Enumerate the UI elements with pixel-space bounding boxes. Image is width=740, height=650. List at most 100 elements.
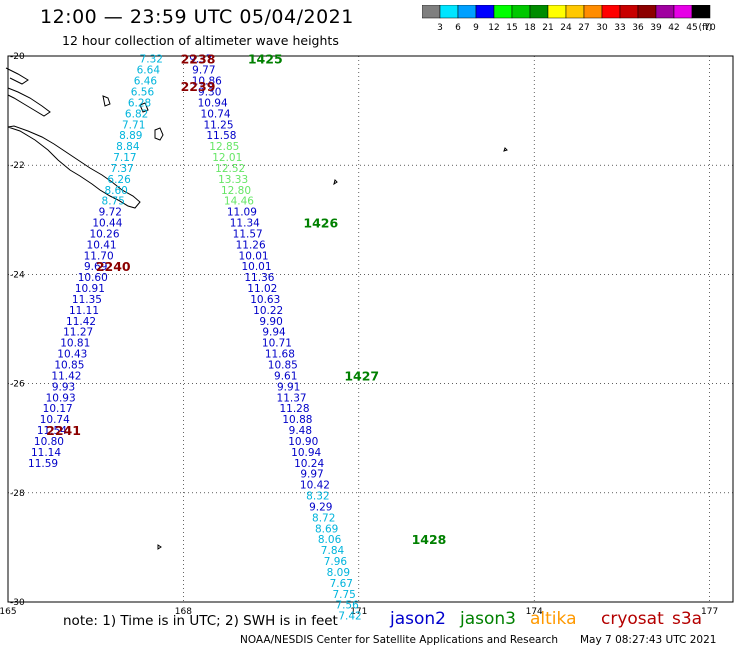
swh-point-east: 7.96 [324,556,348,568]
swh-point-east: 13.33 [218,174,248,186]
swh-point-west: 10.26 [89,228,119,240]
legend-unit: (ft) [698,23,712,33]
legend-swatch [691,5,711,19]
swh-point-east: 12.01 [212,152,242,164]
lat-tick-label: -24 [10,270,25,280]
swh-point-west: 11.70 [84,250,114,262]
swh-point-east: 9.37 [189,54,212,66]
swh-point-west: 8.89 [119,130,142,142]
legend-label: 30 [596,23,608,33]
lon-tick-label: 177 [701,607,718,617]
swh-point-east: 8.32 [306,491,329,503]
legend-label: 15 [506,23,517,33]
swh-point-east: 10.94 [198,97,228,109]
swh-point-west: 11.59 [28,458,58,470]
swh-point-east: 9.29 [309,501,332,513]
swh-point-east: 9.91 [277,381,300,393]
swh-point-west: 6.56 [131,86,155,98]
map-frame [7,55,734,603]
swh-point-east: 11.57 [233,228,263,240]
legend-label: 9 [473,23,479,33]
swh-point-west: 11.42 [66,316,96,328]
swh-point-east: 11.58 [206,130,236,142]
legend-label: 27 [578,23,589,33]
swh-point-east: 10.01 [239,250,269,262]
swh-point-east: 7.42 [338,611,361,623]
lon-tick-label: 165 [0,607,17,617]
swh-point-west: 11.14 [31,447,61,459]
swh-point-east: 10.74 [201,108,231,120]
swh-point-east: 11.09 [227,207,257,219]
swh-point-east: 8.09 [327,567,350,579]
coastline-north-islands [5,67,51,117]
legend-label: 3 [437,23,443,33]
color-legend: 3 6 9 12 15 18 21 24 27 30 33 36 39 42 45 70(ft) [422,5,716,33]
credit-line: NOAA/NESDIS Center for Satellite Applica… [240,634,558,646]
swh-point-east: 14.46 [224,196,254,208]
swh-point-east: 10.86 [192,76,222,88]
time-marker: 2239 [181,79,216,94]
time-marker: 1425 [248,52,283,67]
wave-height-track: 9.379.7710.869.3010.9410.7411.2511.5812.… [28,52,446,623]
swh-point-west: 6.28 [128,97,151,109]
swh-point-west: 10.93 [46,392,76,404]
legend-label: 6 [455,23,461,33]
legend-label: 39 [650,23,662,33]
swh-point-east: 9.97 [300,469,323,481]
lat-tick-label: -28 [10,489,25,499]
coastline-new-caledonia [5,67,508,550]
swh-point-east: 10.24 [294,458,324,470]
lat-tick-label: -26 [10,380,25,390]
swh-point-west: 11.42 [51,370,81,382]
swh-point-east: 9.94 [262,327,286,339]
swh-point-west: 6.82 [125,108,148,120]
legend-label: 33 [614,23,625,33]
axis-ticks: 165 168 171 174 177 -20 -22 -24 -26 -28 -30 [0,52,718,617]
swh-point-west: 7.37 [110,163,133,175]
chart-title: 12:00 — 23:59 UTC 05/04/2021 [40,6,354,28]
swh-point-west: 9.72 [99,207,122,219]
swh-point-east: 10.90 [288,436,318,448]
legend-label: 36 [632,23,644,33]
swh-point-west: 8.84 [116,141,140,153]
swh-point-east: 12.52 [215,163,245,175]
swh-point-east: 10.63 [250,294,280,306]
lat-tick-label: -20 [10,52,25,62]
swh-point-west: 11.54 [37,425,67,437]
swh-point-west: 10.60 [78,272,108,284]
legend-label: 21 [542,23,553,33]
swh-point-east: 12.85 [209,141,239,153]
swh-point-west: 11.27 [63,327,93,339]
swh-point-west: 10.17 [43,403,73,415]
swh-point-west: 8.75 [102,196,125,208]
swh-point-west: 7.17 [113,152,136,164]
legend-label: 70 [704,23,716,33]
swh-point-east: 11.26 [236,239,266,251]
lat-tick-label: -22 [10,161,25,171]
swh-point-east: 10.01 [241,261,271,273]
swh-point-east: 7.84 [321,545,345,557]
swh-point-east: 7.67 [330,578,353,590]
swh-point-east: 11.68 [265,349,295,361]
swh-point-east: 11.25 [203,119,233,131]
lon-tick-label: 174 [526,607,543,617]
time-marker: 2238 [181,52,216,67]
time-marker: 2240 [96,259,131,274]
legend-label: 42 [668,23,679,33]
swh-point-east: 11.37 [277,392,307,404]
swh-point-east: 10.22 [253,305,283,317]
swh-point-east: 12.80 [221,185,251,197]
chart-subtitle: 12 hour collection of altimeter wave hei… [62,33,339,48]
swh-point-west: 11.35 [72,294,102,306]
swh-point-west: 6.26 [107,174,131,186]
swh-point-west: 10.43 [57,349,87,361]
legend-label: 45 [686,23,697,33]
swh-point-east: 11.28 [279,403,309,415]
swh-point-east: 8.06 [318,534,342,546]
satellite-jason2-label: jason2 [390,609,446,629]
generated-timestamp: May 7 08:27:43 UTC 2021 [580,634,717,646]
swh-point-east: 10.85 [268,359,298,371]
swh-point-east: 10.88 [282,414,312,426]
swh-point-east: 11.34 [230,218,260,230]
